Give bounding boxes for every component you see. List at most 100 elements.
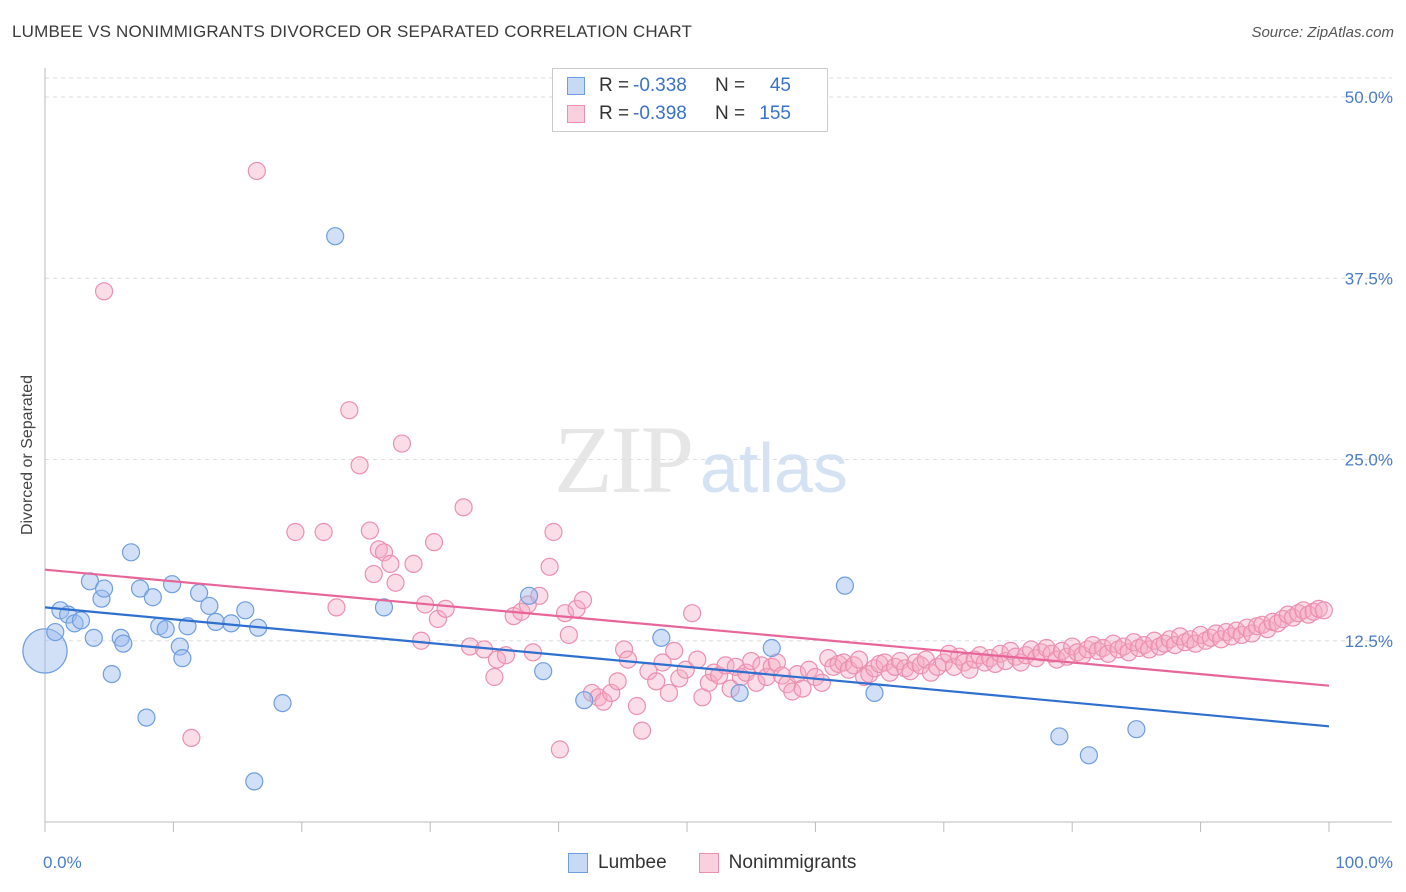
data-point bbox=[273, 693, 292, 713]
data-point bbox=[653, 653, 672, 672]
data-point bbox=[665, 641, 684, 661]
data-point bbox=[530, 586, 549, 605]
data-point bbox=[1068, 643, 1087, 662]
data-point bbox=[424, 533, 444, 552]
x-tick-label: 100.0% bbox=[1335, 853, 1393, 872]
data-point bbox=[1196, 631, 1215, 650]
legend-label-nonimmigrants: Nonimmigrants bbox=[728, 852, 857, 873]
data-point bbox=[1037, 638, 1056, 658]
lumbee-swatch bbox=[568, 853, 588, 873]
legend-row-lumbee: R = -0.338 N = 45 bbox=[567, 73, 791, 99]
data-point bbox=[236, 601, 255, 620]
data-point bbox=[1127, 720, 1146, 739]
legend-n-label: N = bbox=[715, 75, 746, 96]
watermark: ZIP atlas bbox=[554, 404, 848, 515]
x-tick-label: 0.0% bbox=[43, 853, 82, 872]
data-point bbox=[865, 683, 884, 703]
nonimmigrants-swatch bbox=[698, 853, 719, 873]
lumbee-swatch bbox=[567, 77, 585, 95]
y-tick-label: 50.0% bbox=[1345, 88, 1393, 107]
legend-n-value: 155 bbox=[759, 103, 791, 124]
data-point bbox=[1088, 641, 1107, 661]
data-point bbox=[156, 620, 175, 639]
data-point bbox=[699, 673, 718, 692]
data-point bbox=[46, 622, 65, 642]
data-point bbox=[200, 596, 219, 616]
data-point bbox=[602, 683, 621, 703]
legend-label-lumbee: Lumbee bbox=[598, 852, 667, 873]
data-point bbox=[1109, 640, 1128, 659]
data-point bbox=[130, 579, 150, 598]
data-point bbox=[573, 591, 593, 610]
data-point bbox=[659, 683, 679, 703]
data-point bbox=[1099, 644, 1118, 663]
data-point bbox=[386, 573, 405, 592]
data-point bbox=[544, 522, 563, 542]
data-point bbox=[1093, 638, 1113, 658]
data-point bbox=[485, 667, 504, 687]
data-point bbox=[540, 557, 559, 576]
nonimmigrants-points bbox=[94, 161, 1333, 759]
data-point bbox=[812, 673, 831, 692]
tick-labels: 12.5% 25.0% 37.5% 50.0% 0.0% 100.0% bbox=[43, 88, 1393, 872]
data-point bbox=[824, 657, 843, 676]
legend-item-nonimmigrants: Nonimmigrants bbox=[698, 852, 857, 874]
data-point bbox=[381, 554, 400, 574]
data-point bbox=[121, 543, 141, 562]
data-point bbox=[783, 682, 802, 701]
data-point bbox=[632, 721, 652, 740]
data-point bbox=[721, 679, 740, 698]
grid-lines bbox=[45, 77, 1392, 642]
data-point bbox=[173, 649, 192, 668]
data-point bbox=[487, 650, 507, 669]
data-point bbox=[1052, 641, 1072, 661]
data-point bbox=[374, 598, 394, 617]
chart-title: LUMBEE VS NONIMMIGRANTS DIVORCED OR SEPA… bbox=[12, 22, 693, 41]
legend-item-lumbee: Lumbee bbox=[568, 852, 667, 874]
data-point bbox=[392, 434, 412, 453]
data-point bbox=[350, 456, 369, 475]
data-point bbox=[428, 609, 448, 629]
data-point bbox=[835, 576, 855, 595]
data-point bbox=[360, 521, 379, 540]
y-tick-label: 37.5% bbox=[1345, 269, 1393, 288]
trend-line bbox=[44, 568, 1330, 687]
data-point bbox=[364, 564, 383, 584]
data-point bbox=[1191, 625, 1210, 645]
legend-row-nonimmigrants: R = -0.398 N = 155 bbox=[567, 101, 791, 127]
data-point bbox=[647, 672, 666, 691]
trend-lines bbox=[44, 568, 1330, 728]
data-point bbox=[369, 540, 388, 559]
data-point bbox=[896, 659, 915, 678]
legend-r-value: -0.398 bbox=[633, 103, 687, 124]
data-point bbox=[454, 498, 473, 517]
chart-source: Source: ZipAtlas.com bbox=[1251, 24, 1394, 41]
legend-n-label: N = bbox=[715, 103, 746, 124]
data-point bbox=[1150, 637, 1169, 656]
data-point bbox=[652, 628, 671, 647]
data-point bbox=[340, 401, 359, 420]
data-point bbox=[559, 625, 578, 645]
data-point bbox=[793, 679, 812, 698]
trend-line bbox=[44, 606, 1330, 728]
data-point bbox=[1119, 643, 1138, 662]
data-point bbox=[1314, 601, 1333, 620]
data-point bbox=[608, 672, 627, 691]
lumbee-points bbox=[22, 227, 1146, 791]
data-point bbox=[730, 683, 749, 703]
data-point bbox=[683, 604, 702, 623]
data-point bbox=[614, 640, 634, 659]
data-point bbox=[436, 599, 455, 618]
data-point bbox=[944, 657, 964, 676]
data-point bbox=[1114, 637, 1133, 656]
data-point bbox=[170, 637, 189, 656]
data-point bbox=[901, 662, 920, 681]
data-point bbox=[71, 611, 91, 630]
data-point bbox=[84, 628, 103, 647]
data-point bbox=[102, 664, 121, 684]
data-point bbox=[1160, 630, 1179, 649]
data-point bbox=[245, 772, 264, 791]
data-point bbox=[550, 740, 569, 759]
data-point bbox=[1124, 633, 1143, 652]
